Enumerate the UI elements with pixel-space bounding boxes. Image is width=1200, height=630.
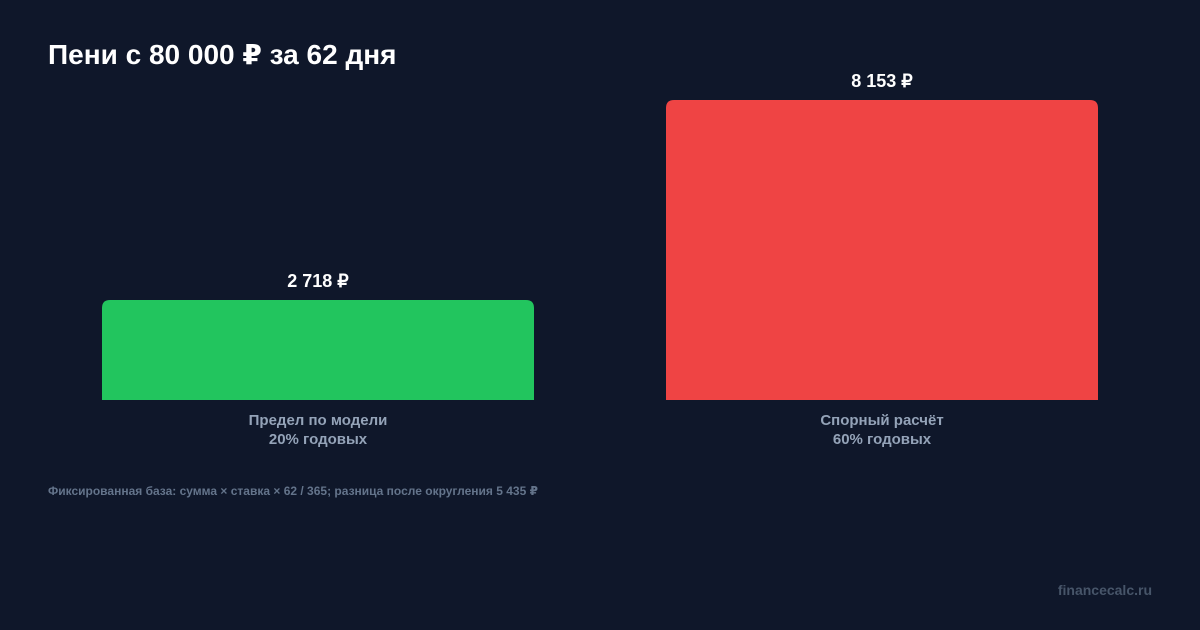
category-label-model-line2: 20% годовых — [269, 431, 368, 448]
value-label-disputed: 8 153 ₽ — [851, 71, 913, 91]
category-label-disputed-line2: 60% годовых — [833, 431, 932, 448]
category-label-model-line1: Предел по модели — [249, 412, 388, 429]
value-label-model: 2 718 ₽ — [287, 271, 349, 291]
category-label-disputed-line1: Спорный расчёт — [820, 412, 943, 429]
brand-watermark: financecalc.ru — [1057, 582, 1152, 598]
bar-disputed — [666, 100, 1098, 400]
chart-title: Пени с 80 000 ₽ за 62 дня — [48, 39, 397, 70]
footnote: Фиксированная база: сумма × ставка × 62 … — [48, 484, 538, 498]
bar-model — [102, 299, 534, 400]
